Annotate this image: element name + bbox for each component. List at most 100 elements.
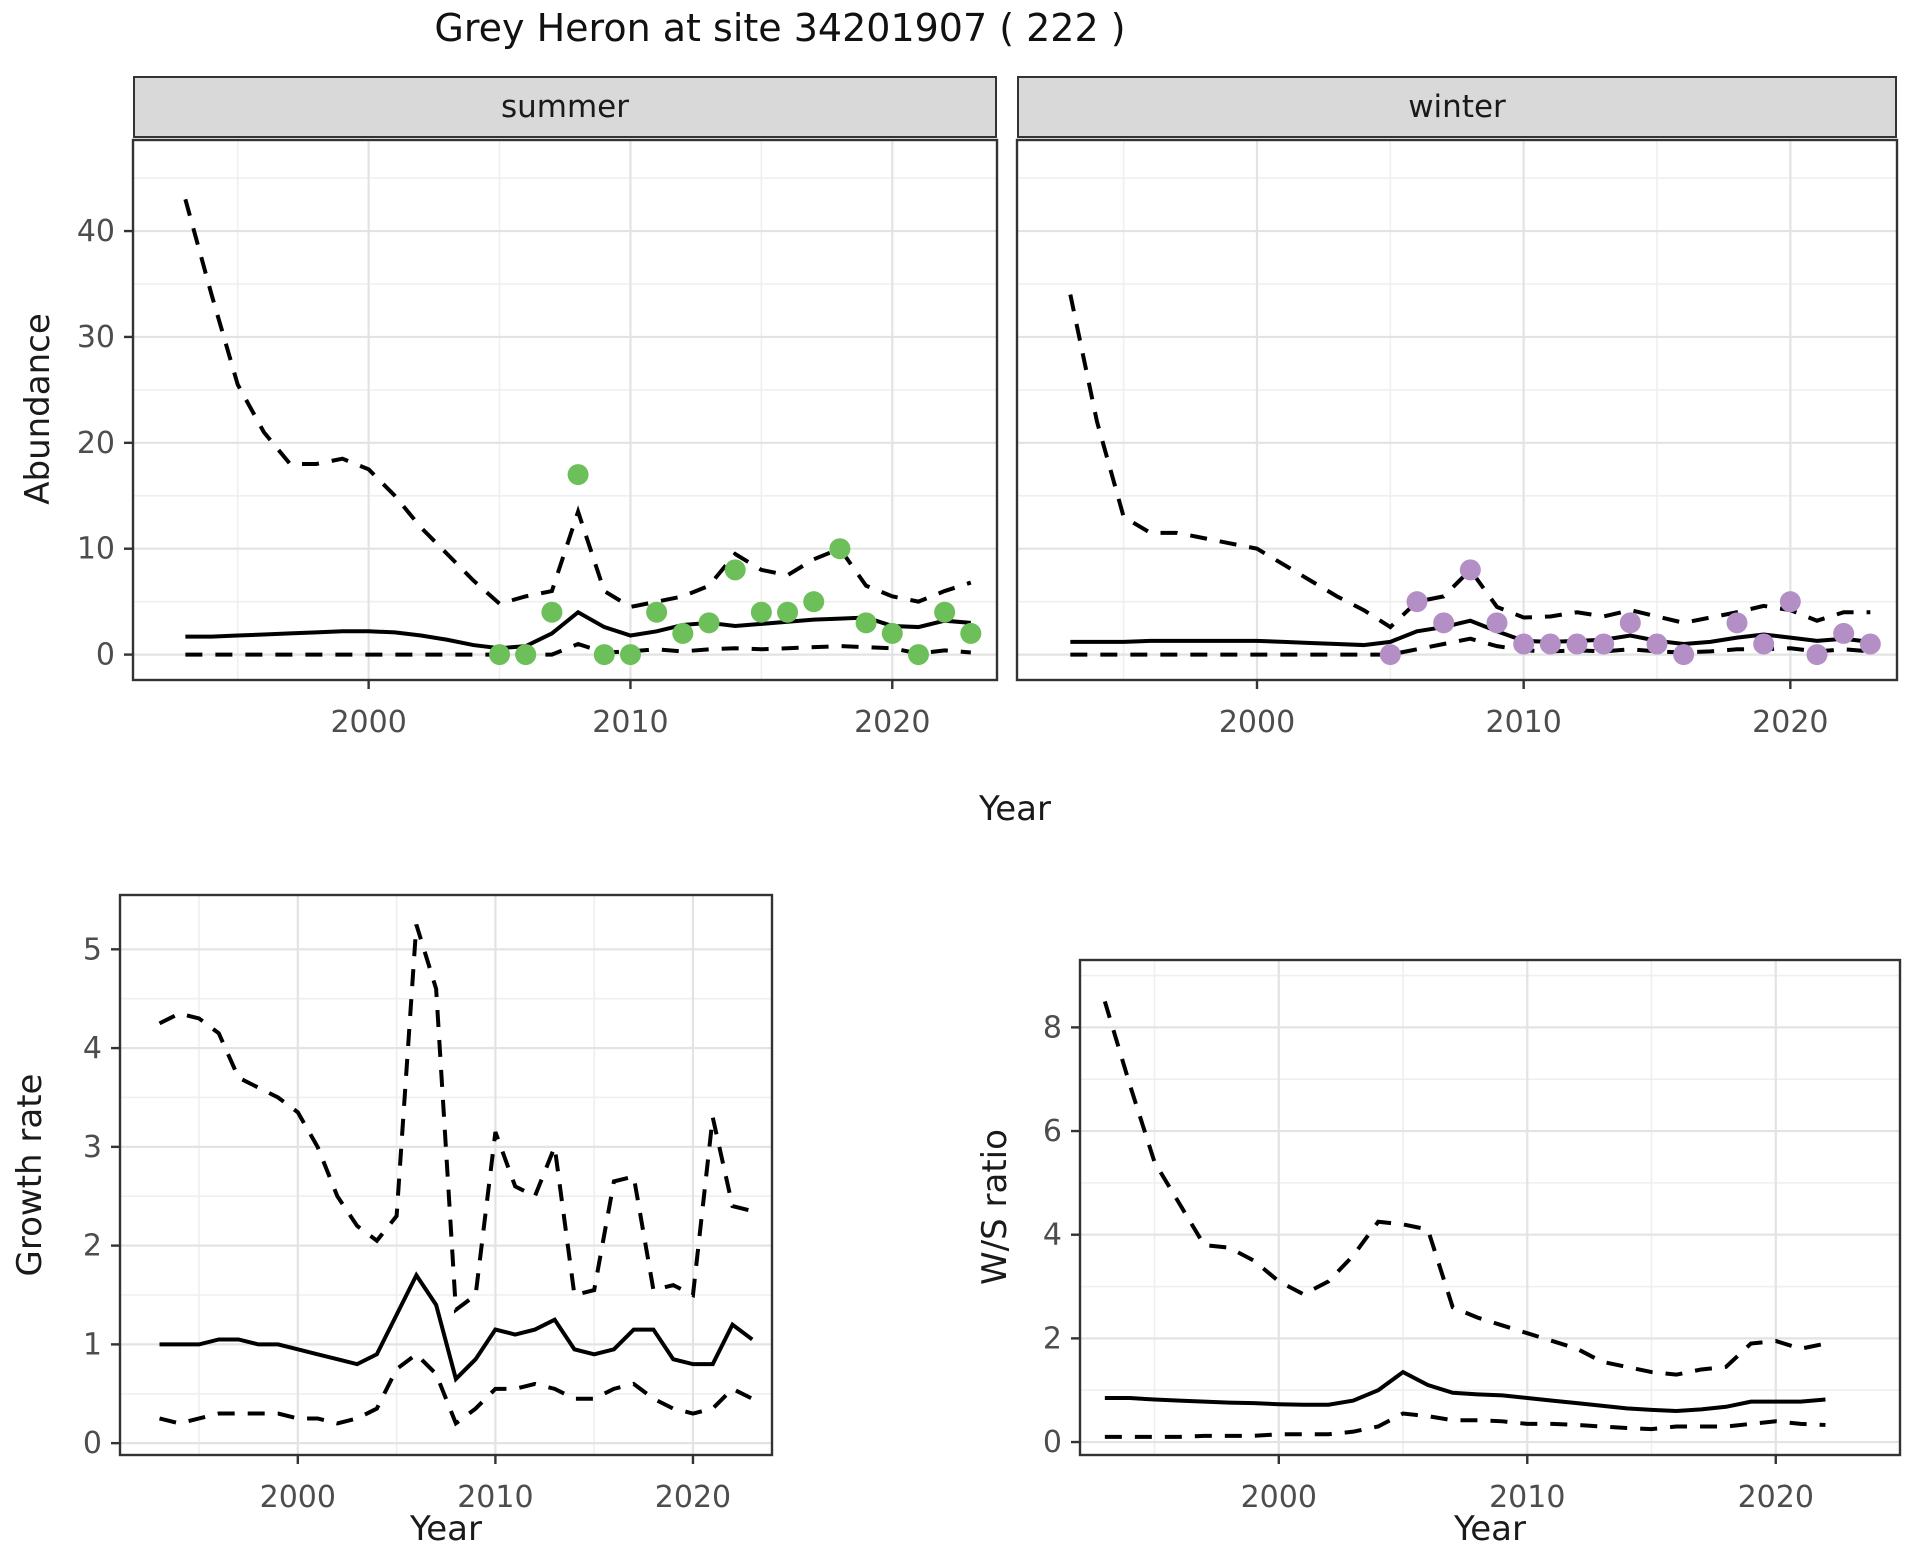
data-point: [646, 601, 668, 623]
data-point: [1619, 612, 1641, 634]
panel-border: [118, 893, 774, 1457]
y-tick-label: 3: [83, 1130, 102, 1165]
y-tick-label: 5: [83, 932, 102, 967]
data-point: [1726, 612, 1748, 634]
data-point: [1433, 612, 1455, 634]
y-tick-label: 30: [77, 320, 115, 355]
data-point: [1673, 644, 1695, 666]
y-tick-label: 2: [1043, 1321, 1062, 1356]
data-point: [829, 538, 851, 560]
data-point: [698, 612, 720, 634]
facet-strip-winter-label: winter: [1408, 89, 1506, 125]
y-tick-label: 0: [83, 1426, 102, 1461]
x-tick-label: 2000: [1219, 705, 1295, 740]
axis-ticks: 2000 2010 2020: [1219, 680, 1829, 740]
growth-rate-lower-95-ci: [159, 1351, 754, 1427]
data-point: [934, 601, 956, 623]
x-tick-label: 2020: [1752, 705, 1828, 740]
abundance-winter-upper-95-ci: [1068, 294, 1871, 630]
data-point: [1459, 559, 1481, 581]
data-point: [855, 612, 877, 634]
axis-ticks: 2000 2010 2020 0 2 4 6 8: [1043, 1010, 1814, 1515]
data-point: [489, 644, 511, 666]
data-point: [777, 601, 799, 623]
growth-rate-panel: 2000 2010 2020 0 1 2 3 4 5: [83, 893, 774, 1515]
ws-ratio-median: [1104, 1369, 1826, 1413]
ws-ratio-lower-95-ci: [1104, 1411, 1826, 1439]
growth-rate-upper-95-ci: [158, 924, 753, 1314]
gridlines: [1017, 140, 1897, 680]
data-point: [1753, 633, 1775, 655]
x-tick-label: 2010: [592, 705, 668, 740]
abundance-winter-panel: 2000 2010 2020: [1015, 138, 1899, 740]
panel-border: [131, 138, 999, 682]
y-tick-label: 10: [77, 532, 115, 567]
x-tick-label: 2020: [1738, 1480, 1814, 1515]
data-point: [1513, 633, 1535, 655]
data-point: [672, 622, 694, 644]
plot-title: Grey Heron at site 34201907 ( 222 ): [434, 6, 1126, 50]
axis-ticks: 2000 2010 2020 0 1 2 3 4 5: [83, 932, 731, 1515]
data-point: [1833, 622, 1855, 644]
y-tick-label: 4: [1043, 1218, 1062, 1253]
y-tick-label: 40: [77, 214, 115, 249]
y-tick-label: 4: [83, 1031, 102, 1066]
data-point: [1806, 644, 1828, 666]
x-axis-label-year-bottom-left: Year: [410, 1509, 482, 1549]
data-point: [960, 622, 982, 644]
abundance-winter-lower-95-ci: [1070, 636, 1871, 657]
data-point: [803, 591, 825, 613]
abundance-summer-lower-95-ci: [185, 641, 971, 657]
data-point: [1779, 591, 1801, 613]
x-tick-label: 2010: [457, 1480, 533, 1515]
x-axis-label-year-top: Year: [979, 789, 1051, 829]
growth-rate-median: [159, 1271, 754, 1383]
panel-border: [1078, 958, 1902, 1457]
data-point: [515, 644, 537, 666]
x-tick-label: 2000: [1241, 1480, 1317, 1515]
x-tick-label: 2010: [1489, 1480, 1565, 1515]
y-tick-label: 20: [77, 426, 115, 461]
data-point: [1646, 633, 1668, 655]
facet-strip-summer: summer: [133, 76, 997, 138]
x-tick-label: 2000: [260, 1480, 336, 1515]
abundance-summer-observed-points: [489, 464, 982, 666]
abundance-winter-median: [1070, 618, 1871, 648]
abundance-summer-upper-95-ci: [183, 198, 972, 610]
ws-ratio-upper-95-ci: [1102, 1000, 1826, 1377]
data-point: [541, 601, 563, 623]
data-point: [619, 644, 641, 666]
data-point: [907, 644, 929, 666]
y-tick-label: 0: [1043, 1425, 1062, 1460]
ws-ratio-panel: 2000 2010 2020 0 2 4 6 8: [1043, 958, 1902, 1515]
data-point: [1539, 633, 1561, 655]
abundance-summer-panel: 2000 2010 2020 0 10 20 30 40: [77, 138, 999, 740]
panel-border: [1015, 138, 1899, 682]
abundance-winter-observed-points: [1379, 559, 1881, 666]
data-point: [881, 622, 903, 644]
x-tick-label: 2020: [655, 1480, 731, 1515]
facet-strip-summer-label: summer: [500, 89, 629, 125]
facet-strip-winter: winter: [1017, 76, 1897, 138]
data-point: [567, 464, 589, 486]
y-tick-label: 0: [96, 638, 115, 673]
y-tick-label: 1: [83, 1327, 102, 1362]
y-tick-label: 2: [83, 1229, 102, 1264]
x-tick-label: 2010: [1485, 705, 1561, 740]
data-point: [1379, 644, 1401, 666]
data-point: [724, 559, 746, 581]
data-point: [1486, 612, 1508, 634]
data-point: [1593, 633, 1615, 655]
y-tick-label: 6: [1043, 1114, 1062, 1149]
axis-ticks: 2000 2010 2020 0 10 20 30 40: [77, 214, 931, 740]
x-tick-label: 2020: [854, 705, 930, 740]
abundance-summer-median: [185, 609, 971, 651]
x-tick-label: 2000: [330, 705, 406, 740]
data-point: [593, 644, 615, 666]
data-point: [750, 601, 772, 623]
x-axis-label-year-bottom-right: Year: [1454, 1509, 1526, 1549]
data-point: [1406, 591, 1428, 613]
data-point: [1859, 633, 1881, 655]
